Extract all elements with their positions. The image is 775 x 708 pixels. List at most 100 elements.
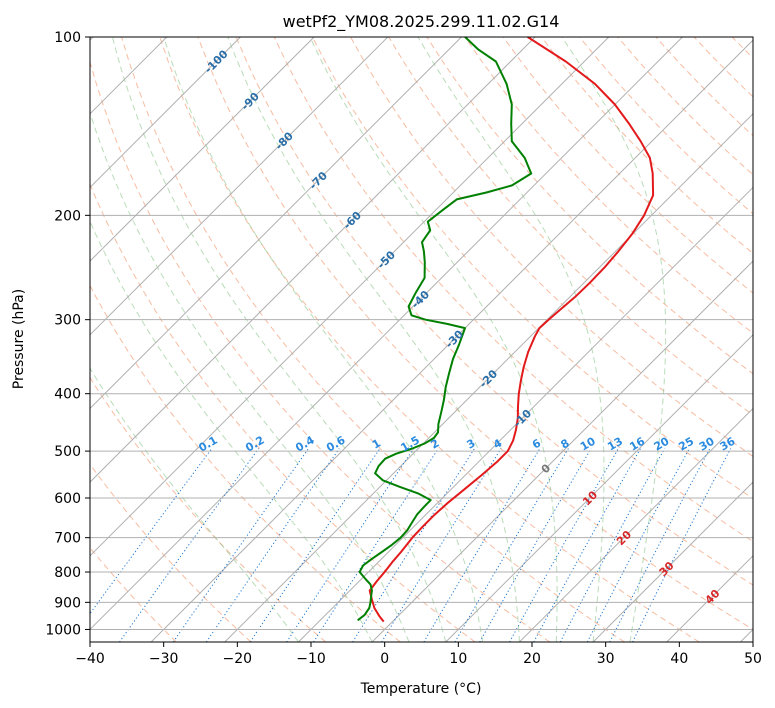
isotherm-line xyxy=(90,37,462,410)
dry-adiabat xyxy=(90,182,476,642)
zero-isotherm-label: 0 xyxy=(539,461,554,476)
mixing-ratio-line xyxy=(119,448,260,642)
dry-adiabat xyxy=(311,37,753,500)
moist-adiabat xyxy=(163,37,484,642)
y-tick-label: 600 xyxy=(54,491,81,507)
y-tick-label: 700 xyxy=(54,531,81,547)
sounding-line xyxy=(357,37,533,622)
mixing-ratio-line xyxy=(313,448,439,642)
isotherm-line xyxy=(445,334,753,642)
mixing-ratio-line xyxy=(559,448,666,642)
y-tick-label: 300 xyxy=(54,313,81,329)
isotherm-line xyxy=(150,39,753,642)
isotherm-line xyxy=(740,628,753,642)
y-tick-label: 200 xyxy=(54,208,81,224)
plot-area: 0.1 0.2 0.4 0.6 1 1.5 2 3 4 6 8 10 13 16 20 25 30 36-100-… xyxy=(90,37,775,642)
dry-adiabat xyxy=(502,37,753,294)
isotherm-line xyxy=(90,37,683,631)
x-axis: −40 −30 −20 −10 0 10 20 30 40 50 xyxy=(75,642,762,667)
x-tick-label: 20 xyxy=(523,651,541,667)
x-tick-label: −10 xyxy=(296,651,326,667)
dry-adiabat xyxy=(90,284,401,642)
mixing-ratio-line xyxy=(509,448,619,642)
mixing-ratio-line xyxy=(172,448,310,642)
y-axis-title: Pressure (hPa) xyxy=(11,289,27,389)
x-tick-label: −30 xyxy=(149,651,179,667)
x-tick-label: 40 xyxy=(670,651,688,667)
isotherm-line xyxy=(224,113,753,642)
y-tick-label: 900 xyxy=(54,595,81,611)
y-tick-label: 1000 xyxy=(45,622,81,638)
sounding-line xyxy=(368,37,655,623)
sounding-series xyxy=(357,37,655,623)
isotherm-line xyxy=(666,555,753,642)
y-tick-label: 100 xyxy=(54,30,81,46)
y-axis: 1000 900 800 700 600 500 400 300 200 100 xyxy=(45,30,90,638)
dry-adiabat xyxy=(693,37,753,98)
dry-adiabat xyxy=(90,463,252,642)
moist-adiabat xyxy=(112,37,447,642)
isotherm-line xyxy=(298,186,753,642)
moist-adiabat xyxy=(417,37,605,642)
moist-adiabat xyxy=(227,37,520,642)
mixing-ratio-line xyxy=(249,448,381,642)
dry-adiabat xyxy=(617,37,753,176)
mixing-ratio-line xyxy=(632,448,732,642)
dry-adiabat xyxy=(121,37,625,642)
x-tick-label: 10 xyxy=(449,651,467,667)
dry-adiabat xyxy=(235,37,753,586)
x-tick-label: −20 xyxy=(223,651,253,667)
moist-adiabat xyxy=(90,111,410,642)
isotherm-line xyxy=(371,260,753,642)
dry-adiabat xyxy=(90,60,551,642)
mixing-ratio-label: 2 xyxy=(428,437,441,452)
x-tick-label: −40 xyxy=(75,651,105,667)
isotherm-label: -90 xyxy=(239,90,262,113)
isotherm-line xyxy=(519,407,753,642)
isotherms xyxy=(90,37,753,642)
isotherm-line xyxy=(90,37,536,483)
moist-adiabat xyxy=(309,37,558,642)
dry-adiabats xyxy=(90,37,775,642)
isotherm-line xyxy=(592,481,753,642)
y-tick-label: 800 xyxy=(54,565,81,581)
mixing-ratio-line xyxy=(352,448,475,642)
isotherm-line xyxy=(90,37,315,262)
dry-adiabat xyxy=(770,37,775,642)
mixing-ratio-line xyxy=(381,448,502,642)
mixing-ratio-line xyxy=(286,448,415,642)
line-labels: 0.1 0.2 0.4 0.6 1 1.5 2 3 4 6 8 10 13 16 20 25 30 36-100-… xyxy=(196,47,737,607)
dry-adiabat xyxy=(655,37,753,137)
pressure-grid xyxy=(90,37,753,630)
dry-adiabat xyxy=(90,376,327,642)
dry-adiabat xyxy=(273,37,753,543)
mixing-ratio-line xyxy=(586,448,690,642)
mixing-ratio-label: 6 xyxy=(530,436,543,451)
mixing-ratio-line xyxy=(205,448,340,642)
temperature-label: 10 xyxy=(580,488,600,508)
mixing-ratio-line xyxy=(533,448,641,642)
mixing-ratio-line xyxy=(454,448,569,642)
y-tick-label: 400 xyxy=(54,387,81,403)
mixing-ratio-label: 4 xyxy=(491,436,504,451)
isotherm-line xyxy=(90,37,389,336)
x-tick-label: 0 xyxy=(380,651,389,667)
mixing-ratio-line xyxy=(423,448,541,642)
isotherm-line xyxy=(90,37,241,189)
temperature-label: 20 xyxy=(614,528,634,548)
isotherm-label: -60 xyxy=(341,209,364,232)
chart-title: wetPf2_YM08.2025.299.11.02.G14 xyxy=(283,12,560,32)
mixing-ratio-line xyxy=(479,448,592,642)
x-tick-label: 50 xyxy=(744,651,762,667)
x-axis-title: Temperature (°C) xyxy=(360,681,482,697)
mixing-ratio-line xyxy=(90,448,213,615)
dry-adiabat xyxy=(541,37,753,254)
isotherm-line xyxy=(90,37,610,557)
plot-frame xyxy=(89,36,754,643)
mixing-ratio-lines xyxy=(90,448,732,642)
dry-adiabat xyxy=(197,37,753,630)
dry-adiabat xyxy=(350,37,753,458)
moist-adiabat xyxy=(561,37,667,642)
y-tick-label: 500 xyxy=(54,444,81,460)
